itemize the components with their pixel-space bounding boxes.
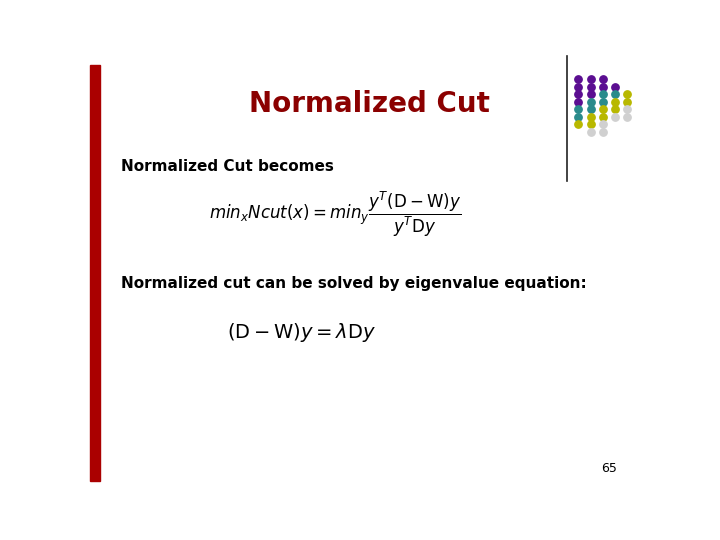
Text: $(\mathrm{D} - \mathrm{W})y = \lambda \mathrm{D} y$: $(\mathrm{D} - \mathrm{W})y = \lambda \m… xyxy=(228,321,377,345)
Point xyxy=(585,112,596,121)
Point xyxy=(609,90,621,99)
Point xyxy=(572,105,584,113)
Point xyxy=(585,127,596,136)
Point xyxy=(597,127,608,136)
Point xyxy=(597,75,608,84)
Text: Normalized cut can be solved by eigenvalue equation:: Normalized cut can be solved by eigenval… xyxy=(121,275,587,291)
Text: Normalized Cut: Normalized Cut xyxy=(248,90,490,118)
Point xyxy=(609,98,621,106)
Point xyxy=(597,120,608,129)
Bar xyxy=(90,65,100,481)
Point xyxy=(572,112,584,121)
Point xyxy=(621,112,633,121)
Point xyxy=(609,112,621,121)
Point xyxy=(609,83,621,91)
Point xyxy=(621,105,633,113)
Point xyxy=(585,98,596,106)
Text: Normalized Cut becomes: Normalized Cut becomes xyxy=(121,159,333,174)
Text: 65: 65 xyxy=(601,462,617,475)
Point xyxy=(597,98,608,106)
Point xyxy=(609,105,621,113)
Point xyxy=(585,120,596,129)
Point xyxy=(597,112,608,121)
Point xyxy=(597,83,608,91)
Point xyxy=(572,75,584,84)
Point xyxy=(585,90,596,99)
Point xyxy=(572,90,584,99)
Point xyxy=(621,98,633,106)
Point xyxy=(572,83,584,91)
Point xyxy=(585,75,596,84)
Point xyxy=(585,105,596,113)
Point xyxy=(597,90,608,99)
Point xyxy=(585,83,596,91)
Point xyxy=(621,90,633,99)
Text: $min_{x} Ncut(x) = min_{y} \dfrac{y^T(\mathrm{D} - \mathrm{W})y}{y^T \mathrm{D} : $min_{x} Ncut(x) = min_{y} \dfrac{y^T(\m… xyxy=(210,190,462,239)
Point xyxy=(572,120,584,129)
Point xyxy=(597,105,608,113)
Point xyxy=(572,98,584,106)
